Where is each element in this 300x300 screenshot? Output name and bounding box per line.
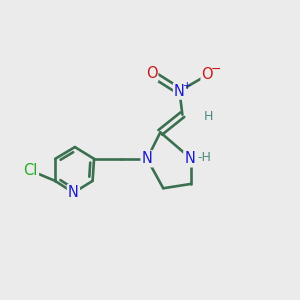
Text: N: N	[174, 84, 185, 99]
Text: N: N	[184, 151, 195, 166]
Text: H: H	[204, 110, 214, 123]
Text: O: O	[202, 68, 213, 82]
Text: −: −	[211, 62, 221, 76]
Text: -H: -H	[197, 151, 212, 164]
Text: Cl: Cl	[24, 163, 38, 178]
Text: O: O	[146, 66, 157, 81]
Text: +: +	[183, 81, 192, 91]
Text: N: N	[142, 151, 152, 166]
Text: N: N	[68, 185, 79, 200]
